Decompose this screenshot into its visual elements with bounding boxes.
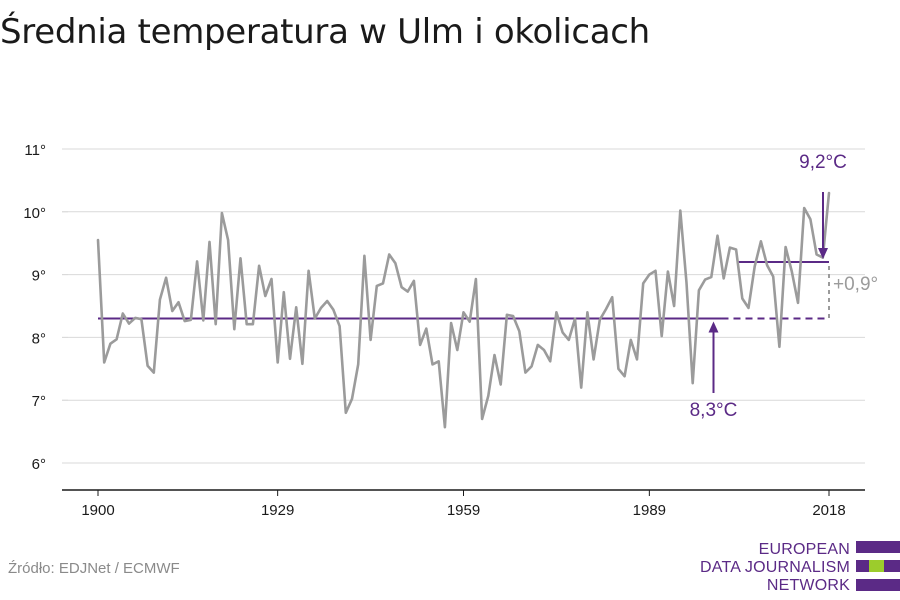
recent-arrow-head	[818, 248, 828, 260]
y-tick-label-7: 7°	[32, 393, 46, 410]
chart-title: Średnia temperatura w Ulm i okolicach	[0, 12, 650, 52]
x-tick-label-1989: 1989	[633, 502, 666, 519]
gridlines	[62, 148, 865, 464]
series-line-temperature	[96, 191, 831, 429]
logo-line-3: NETWORK	[766, 577, 850, 594]
y-tick-label-8: 8°	[32, 330, 46, 347]
baseline-arrow-head	[708, 321, 719, 333]
edjnet-logo: EUROPEAN DATA JOURNALISM NETWORK	[700, 538, 900, 598]
series-group	[96, 191, 831, 429]
y-tick-label-6: 6°	[32, 456, 46, 473]
logo-bar-middle-green	[869, 560, 884, 572]
x-tick-label-1929: 1929	[261, 502, 294, 519]
logo-bar-bottom	[856, 579, 900, 591]
recent-label: 9,2°C	[799, 152, 847, 173]
y-tick-label-10: 10°	[23, 205, 46, 222]
y-tick-label-11: 11°	[24, 142, 46, 159]
x-tick-label-2018: 2018	[812, 502, 845, 519]
logo-line-2: DATA JOURNALISM	[700, 559, 850, 576]
x-tick-label-1959: 1959	[447, 502, 480, 519]
logo-line-1: EUROPEAN	[758, 541, 850, 558]
annotations: 8,3°C 9,2°C +0,9°	[690, 152, 878, 421]
delta-label: +0,9°	[833, 274, 878, 295]
x-tick-label-1900: 1900	[81, 502, 114, 519]
y-axis-ticks: 6° 7° 8° 9° 10° 11°	[23, 142, 68, 473]
baseline-label: 8,3°C	[690, 400, 738, 421]
y-tick-label-9: 9°	[32, 268, 46, 285]
x-axis: 1900 1929 1959 1989 2018	[62, 489, 865, 519]
logo-bar-top	[856, 541, 900, 553]
source-note: Źródło: EDJNet / ECMWF	[8, 560, 180, 577]
